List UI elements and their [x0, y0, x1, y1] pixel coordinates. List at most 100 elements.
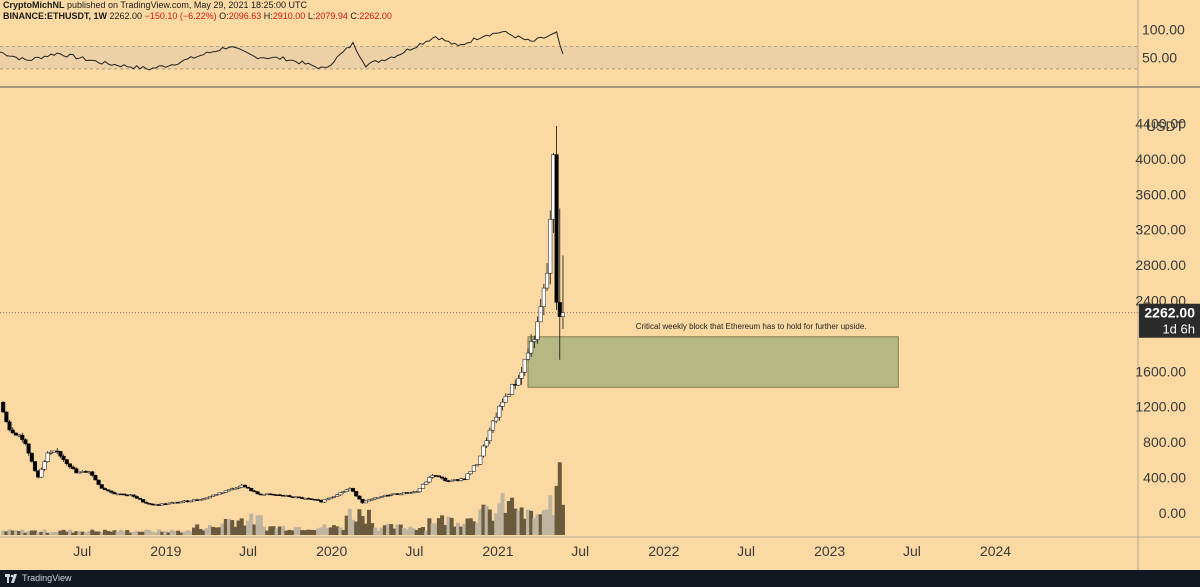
rsi-line: [0, 30, 564, 71]
candle-body: [417, 488, 422, 492]
volume-bar: [220, 523, 225, 535]
candle-body: [32, 461, 38, 471]
candle-body: [532, 339, 537, 342]
volume-bar: [252, 524, 257, 535]
price-tag-box: [1139, 303, 1200, 338]
zone-annotation[interactable]: Critical weekly block that Ethereum has …: [636, 322, 867, 331]
volume-bar: [176, 530, 181, 535]
volume-bar: [500, 493, 505, 535]
volume-bar: [376, 530, 381, 535]
volume-bar: [141, 531, 146, 535]
volume-bar: [147, 530, 152, 535]
candle-body: [188, 500, 193, 503]
volume-bar: [525, 509, 530, 535]
volume-bar: [478, 509, 483, 535]
volume-bar: [179, 532, 184, 535]
volume-bar: [271, 526, 276, 535]
brand-label[interactable]: TradingView: [22, 573, 72, 583]
candle-body: [42, 461, 47, 470]
volume-bar: [389, 524, 394, 535]
time-tick: 2019: [150, 543, 181, 559]
volume-bar: [401, 528, 406, 535]
volume-bar: [195, 524, 200, 535]
volume-bar: [497, 503, 502, 535]
volume-bar: [475, 522, 480, 535]
ohlc-line: BINANCE:ETHUSDT, 1W 2262.00 −150.10 (−6.…: [0, 11, 1200, 22]
candle-body: [366, 499, 371, 502]
candle-body: [67, 463, 73, 468]
volume-bar: [106, 530, 111, 535]
publish-line: CryptoMichNL published on TradingView.co…: [0, 0, 1200, 11]
candle-body: [23, 439, 28, 445]
close-value: 2262.00: [359, 11, 392, 21]
volume-bar: [90, 529, 95, 535]
support-zone[interactable]: [527, 336, 899, 388]
volume-bar: [347, 508, 352, 535]
candle-body: [255, 491, 260, 495]
candle-body: [26, 443, 31, 454]
time-tick: Jul: [737, 543, 755, 559]
candle-body: [13, 432, 18, 436]
volume-bar: [322, 524, 327, 535]
volume-bar: [265, 530, 270, 535]
volume-bar: [261, 526, 266, 535]
volume-bar: [192, 527, 197, 535]
volume-bar: [118, 529, 123, 535]
candle-body: [45, 452, 50, 462]
candle-body: [370, 498, 375, 501]
price-tag: 2262.00 1d 6h: [1139, 303, 1200, 338]
currency-label: USDT: [1146, 118, 1185, 134]
candle-body: [560, 312, 566, 317]
candle-body: [322, 499, 327, 503]
symbol-label[interactable]: BINANCE:ETHUSDT, 1W: [3, 11, 108, 21]
volume-bar: [370, 523, 375, 535]
volume-bar: [144, 529, 149, 535]
time-axis[interactable]: Jul 2019 Jul 2020 Jul 2021 Jul 2022 Jul 2023 Jul 20…: [73, 543, 1011, 559]
volume-bar: [42, 529, 47, 535]
volume-bar: [163, 530, 168, 535]
volume-bar: [405, 529, 410, 535]
volume-bar: [440, 515, 445, 535]
volume-bar: [487, 509, 492, 535]
volume-bar: [484, 505, 489, 535]
candle-body: [541, 287, 546, 307]
candle-body: [503, 396, 508, 403]
footer-bar: TradingView: [0, 570, 1200, 587]
candle-body: [131, 494, 136, 497]
price-pane[interactable]: Critical weekly block that Ethereum has …: [0, 126, 1138, 535]
volume-bar: [522, 518, 527, 535]
volume-bar: [538, 514, 543, 535]
open-label: O:: [219, 11, 229, 21]
volume-bar: [293, 527, 298, 535]
candle-body: [246, 486, 251, 489]
volume-bar: [188, 531, 193, 535]
candle-body: [90, 471, 95, 476]
volume-bar: [392, 528, 397, 535]
author-name[interactable]: CryptoMichNL: [3, 0, 65, 10]
price-tick: 1200.00: [1135, 399, 1186, 415]
volume-bar: [557, 462, 562, 535]
volume-bar: [506, 500, 511, 535]
volume-bar: [529, 510, 534, 535]
candle-body: [201, 498, 206, 500]
volume-bar: [341, 529, 346, 535]
volume-bar: [319, 527, 324, 535]
price-axis[interactable]: USDT 4400.00 4000.00 3600.00 3200.00 2800.00…: [1135, 116, 1186, 521]
volume-bar: [306, 529, 311, 535]
volume-bar: [242, 525, 247, 535]
volume-bar: [214, 527, 219, 535]
volume-bar: [316, 528, 321, 535]
candle-body: [335, 494, 340, 497]
candle-body: [475, 464, 480, 467]
candle-body: [525, 352, 531, 360]
volume-bar: [516, 510, 521, 535]
volume-bar: [325, 528, 330, 535]
rsi-pane[interactable]: 100.00 50.00: [0, 22, 1185, 71]
price-tick: 800.00: [1143, 434, 1186, 450]
volume-bar: [452, 526, 457, 535]
price-tick: 2800.00: [1135, 257, 1186, 273]
volume-bar: [160, 531, 165, 535]
volume-bar: [510, 497, 515, 535]
chart-canvas[interactable]: 100.00 50.00 Critical weekly block that …: [0, 0, 1200, 570]
candle-body: [141, 499, 146, 503]
